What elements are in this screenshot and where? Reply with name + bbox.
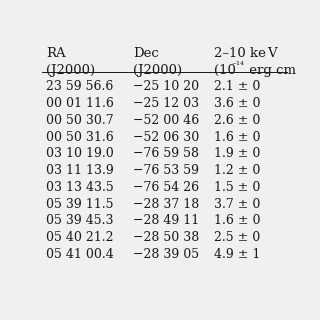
Text: 03 10 19.0: 03 10 19.0 bbox=[46, 147, 114, 160]
Text: 2.5 ± 0: 2.5 ± 0 bbox=[214, 231, 260, 244]
Text: Dec: Dec bbox=[133, 47, 159, 60]
Text: −52 00 46: −52 00 46 bbox=[133, 114, 199, 127]
Text: (10: (10 bbox=[214, 64, 236, 77]
Text: 3.6 ± 0: 3.6 ± 0 bbox=[214, 97, 260, 110]
Text: 00 50 30.7: 00 50 30.7 bbox=[46, 114, 114, 127]
Text: −28 50 38: −28 50 38 bbox=[133, 231, 199, 244]
Text: 1.2 ± 0: 1.2 ± 0 bbox=[214, 164, 260, 177]
Text: 2.6 ± 0: 2.6 ± 0 bbox=[214, 114, 260, 127]
Text: 05 41 00.4: 05 41 00.4 bbox=[46, 248, 114, 261]
Text: −52 06 30: −52 06 30 bbox=[133, 131, 199, 144]
Text: −76 54 26: −76 54 26 bbox=[133, 181, 199, 194]
Text: (J2000): (J2000) bbox=[46, 64, 95, 77]
Text: 05 39 45.3: 05 39 45.3 bbox=[46, 214, 114, 227]
Text: 1.6 ± 0: 1.6 ± 0 bbox=[214, 214, 260, 227]
Text: 03 11 13.9: 03 11 13.9 bbox=[46, 164, 114, 177]
Text: ⁻¹⁴: ⁻¹⁴ bbox=[231, 61, 244, 70]
Text: (J2000): (J2000) bbox=[133, 64, 182, 77]
Text: 05 39 11.5: 05 39 11.5 bbox=[46, 197, 114, 211]
Text: −25 10 20: −25 10 20 bbox=[133, 80, 199, 93]
Text: 05 40 21.2: 05 40 21.2 bbox=[46, 231, 114, 244]
Text: −76 53 59: −76 53 59 bbox=[133, 164, 199, 177]
Text: 03 13 43.5: 03 13 43.5 bbox=[46, 181, 114, 194]
Text: erg cm: erg cm bbox=[245, 64, 296, 77]
Text: −28 37 18: −28 37 18 bbox=[133, 197, 199, 211]
Text: 4.9 ± 1: 4.9 ± 1 bbox=[214, 248, 260, 261]
Text: −28 39 05: −28 39 05 bbox=[133, 248, 199, 261]
Text: 1.5 ± 0: 1.5 ± 0 bbox=[214, 181, 260, 194]
Text: 00 01 11.6: 00 01 11.6 bbox=[46, 97, 114, 110]
Text: V: V bbox=[267, 47, 276, 60]
Text: 2.1 ± 0: 2.1 ± 0 bbox=[214, 80, 260, 93]
Text: 1.6 ± 0: 1.6 ± 0 bbox=[214, 131, 260, 144]
Text: RA: RA bbox=[46, 47, 66, 60]
Text: 2–10 ke: 2–10 ke bbox=[214, 47, 266, 60]
Text: 3.7 ± 0: 3.7 ± 0 bbox=[214, 197, 260, 211]
Text: 00 50 31.6: 00 50 31.6 bbox=[46, 131, 114, 144]
Text: 1.9 ± 0: 1.9 ± 0 bbox=[214, 147, 260, 160]
Text: −28 49 11: −28 49 11 bbox=[133, 214, 199, 227]
Text: −25 12 03: −25 12 03 bbox=[133, 97, 199, 110]
Text: −76 59 58: −76 59 58 bbox=[133, 147, 199, 160]
Text: 23 59 56.6: 23 59 56.6 bbox=[46, 80, 114, 93]
